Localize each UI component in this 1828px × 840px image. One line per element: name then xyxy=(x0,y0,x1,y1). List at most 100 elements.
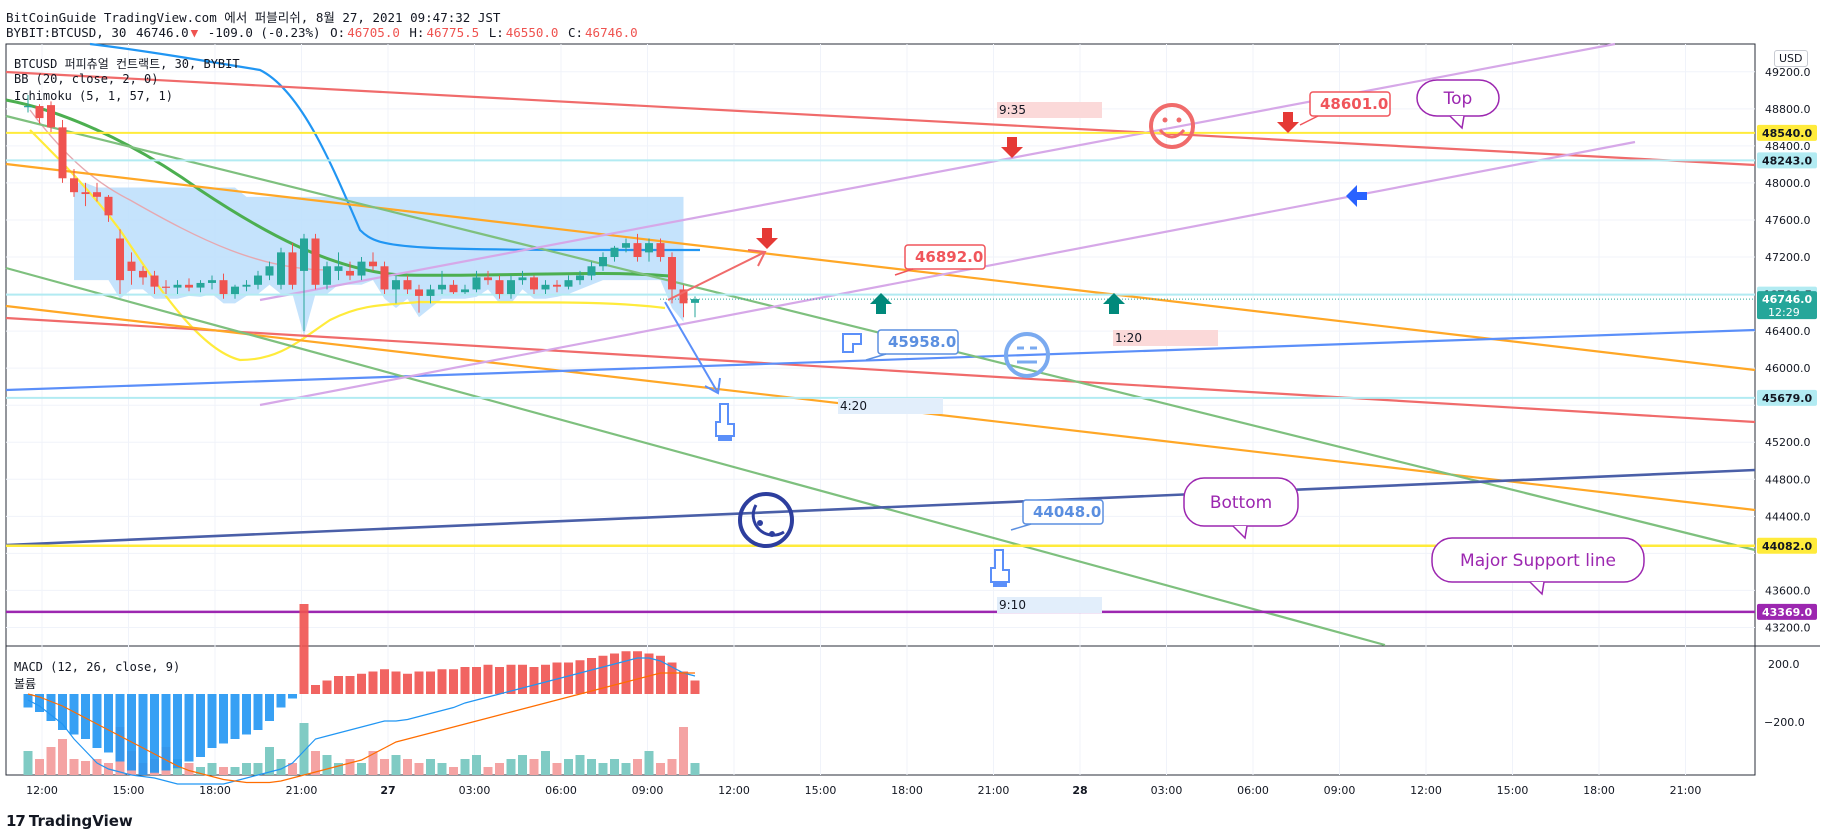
volume-bar xyxy=(644,751,654,775)
trend-line-orange-upper xyxy=(5,162,1756,372)
price-marker-label: 48540.0 xyxy=(1762,127,1812,140)
macd-histogram-bar xyxy=(564,662,573,694)
time-tick-label: 03:00 xyxy=(1151,784,1183,797)
macd-histogram-bar xyxy=(667,662,677,694)
macd-histogram-bar xyxy=(472,667,481,694)
candle-body xyxy=(645,243,653,253)
volume-bar xyxy=(518,755,527,775)
macd-histogram-bar xyxy=(219,694,228,744)
macd-histogram-bar xyxy=(35,694,44,712)
time-tick-label: 12:00 xyxy=(718,784,750,797)
candle-body xyxy=(104,196,113,216)
callout-label: Major Support line xyxy=(1460,551,1616,571)
down-arrow-icon[interactable] xyxy=(1001,137,1023,158)
volume-bar xyxy=(345,759,355,775)
down-arrow-icon[interactable] xyxy=(1277,112,1299,133)
candle-body xyxy=(173,284,182,288)
volume-bar xyxy=(322,755,332,775)
volume-bar xyxy=(253,763,263,775)
volume-bar xyxy=(610,759,619,775)
candle-body xyxy=(150,275,159,287)
candle-body xyxy=(438,284,446,290)
price-callout-label: 45958.0 xyxy=(888,333,956,351)
macd-histogram-bar xyxy=(644,653,654,694)
pointing-hand-icon[interactable] xyxy=(990,549,1010,587)
volume-bar xyxy=(656,763,665,775)
time-box xyxy=(1113,330,1218,346)
candle-body xyxy=(403,280,412,290)
time-tick-label: 15:00 xyxy=(113,784,145,797)
price-marker-badge xyxy=(1757,603,1817,620)
callout-tail xyxy=(1529,581,1545,596)
candle-body xyxy=(24,106,32,108)
volume-bar xyxy=(426,759,435,775)
price-tick-label: 45200.0 xyxy=(1765,436,1811,449)
left-arrow-icon[interactable] xyxy=(1346,185,1367,207)
volume-bar xyxy=(391,755,401,775)
candle-body xyxy=(58,127,67,179)
candle-body xyxy=(622,243,630,248)
candle-body xyxy=(576,275,584,281)
volume-bar xyxy=(368,751,378,775)
macd-histogram-bar xyxy=(253,694,263,730)
tradingview-logo-icon: 17 xyxy=(6,812,26,830)
footer-brand[interactable]: 17 TradingView xyxy=(6,812,133,830)
macd-histogram-bar xyxy=(380,669,389,694)
candle-body xyxy=(277,252,285,285)
time-tick-label: 15:00 xyxy=(1497,784,1529,797)
volume-bar xyxy=(598,763,608,775)
macd-histogram-bar xyxy=(161,694,171,771)
candle-body xyxy=(265,266,274,276)
up-arrow-icon[interactable] xyxy=(870,293,892,314)
down-arrow-icon: ▼ xyxy=(190,25,199,40)
price-marker-label: 44082.0 xyxy=(1762,540,1812,553)
price-tick-label: 48800.0 xyxy=(1765,103,1811,116)
volume-bar xyxy=(575,755,585,775)
legend-macd[interactable]: MACD (12, 26, close, 9) xyxy=(14,660,181,674)
volume-bar xyxy=(495,763,504,775)
macd-histogram-bar xyxy=(322,680,332,694)
trend-line-lavender-lower xyxy=(259,140,1636,407)
volume-bar xyxy=(311,751,320,775)
candle-body xyxy=(242,284,251,287)
smile-eye xyxy=(1162,117,1168,123)
pointing-hand-icon[interactable] xyxy=(715,403,735,441)
macd-histogram-bar xyxy=(495,667,504,694)
trend-line-lightblue xyxy=(5,328,1756,392)
legend-bb[interactable]: BB (20, close, 2, 0) xyxy=(14,72,159,86)
candle-body xyxy=(564,280,573,287)
volume-bar xyxy=(621,763,631,775)
volume-bar xyxy=(414,763,424,775)
macd-histogram-bar xyxy=(265,694,274,721)
macd-histogram-bar xyxy=(69,694,79,735)
price-marker-label: 46746.0 xyxy=(1762,293,1812,306)
neutral-face-icon[interactable] xyxy=(1004,332,1050,378)
macd-histogram-bar xyxy=(414,671,424,694)
legend-ichimoku[interactable]: Ichimoku (5, 1, 57, 1) xyxy=(14,89,173,103)
price-callout-pointer xyxy=(894,268,914,276)
volume-bar xyxy=(679,727,688,775)
time-tick-label: 18:00 xyxy=(891,784,923,797)
pointing-hand-icon[interactable] xyxy=(842,333,862,353)
macd-histogram-bar xyxy=(610,653,619,694)
price-marker-badge xyxy=(1757,152,1817,169)
currency-button[interactable]: USD xyxy=(1774,50,1808,67)
time-tick-label: 18:00 xyxy=(199,784,231,797)
candle-body xyxy=(208,280,216,283)
candle-body xyxy=(599,257,607,267)
price-tick-label: 43600.0 xyxy=(1765,584,1811,597)
candle-body xyxy=(81,192,90,195)
up-arrow-icon[interactable] xyxy=(1103,293,1125,314)
time-tick-label: 15:00 xyxy=(805,784,837,797)
volume-bar xyxy=(58,739,67,775)
volume-bar xyxy=(230,767,240,775)
volume-bar xyxy=(690,763,700,775)
down-arrow-icon[interactable] xyxy=(756,228,778,249)
projection-line-down xyxy=(664,301,719,394)
volume-bar xyxy=(334,763,343,775)
sleepy-moon-face-icon[interactable] xyxy=(738,492,794,548)
volume-bar xyxy=(299,723,309,775)
smile-icon[interactable] xyxy=(1149,103,1195,149)
macd-histogram-bar xyxy=(242,694,251,735)
